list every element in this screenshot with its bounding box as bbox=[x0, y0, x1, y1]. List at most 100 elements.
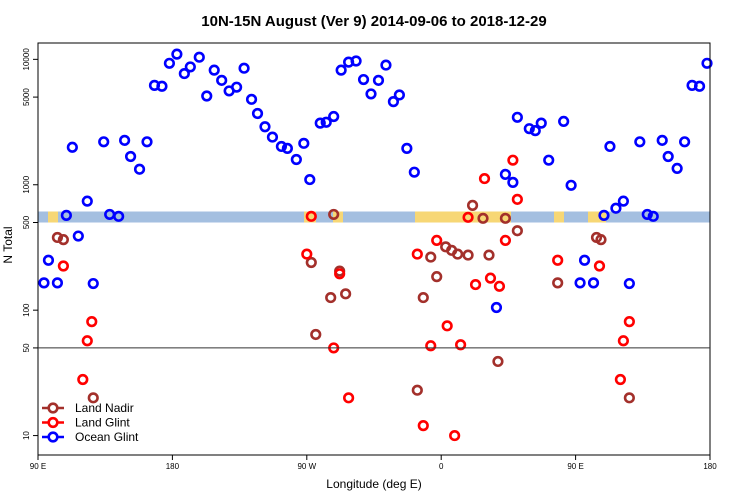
x-tick-label: 90 E bbox=[567, 462, 583, 471]
point bbox=[98, 136, 110, 148]
point bbox=[529, 125, 541, 137]
point bbox=[462, 211, 474, 223]
band-ocean bbox=[38, 211, 710, 223]
point bbox=[574, 277, 586, 289]
point bbox=[119, 134, 131, 146]
point bbox=[259, 121, 271, 133]
point bbox=[335, 64, 347, 76]
point bbox=[113, 210, 125, 222]
point bbox=[484, 272, 497, 284]
point bbox=[598, 209, 610, 221]
y-tick-label: 5000 bbox=[22, 88, 31, 106]
point bbox=[543, 154, 555, 166]
point bbox=[578, 254, 591, 266]
x-tick-label: 180 bbox=[703, 462, 717, 471]
legend-symbol bbox=[47, 402, 59, 414]
point bbox=[499, 234, 512, 246]
point bbox=[647, 210, 659, 222]
point bbox=[310, 328, 322, 341]
point bbox=[387, 96, 400, 108]
point bbox=[552, 254, 564, 266]
point bbox=[245, 93, 258, 105]
x-tick-label: 90 E bbox=[30, 462, 46, 471]
point bbox=[87, 277, 99, 290]
point bbox=[466, 199, 479, 211]
point bbox=[431, 271, 443, 283]
point bbox=[634, 136, 646, 148]
y-tick-label: 10000 bbox=[22, 48, 31, 71]
point bbox=[77, 373, 89, 386]
point bbox=[701, 57, 713, 69]
point bbox=[477, 212, 489, 224]
point bbox=[552, 277, 564, 289]
point bbox=[51, 231, 64, 244]
point bbox=[490, 301, 503, 314]
point bbox=[328, 208, 340, 221]
point bbox=[208, 64, 220, 76]
point bbox=[86, 316, 98, 328]
point bbox=[656, 134, 668, 146]
point bbox=[334, 268, 346, 280]
point bbox=[193, 51, 205, 63]
point bbox=[201, 90, 213, 102]
point bbox=[133, 163, 146, 175]
point bbox=[251, 107, 264, 120]
point bbox=[478, 172, 491, 185]
point bbox=[511, 193, 523, 205]
point bbox=[671, 162, 683, 175]
point bbox=[483, 249, 495, 261]
point bbox=[617, 335, 629, 347]
point bbox=[617, 195, 629, 207]
point bbox=[357, 73, 370, 86]
point bbox=[499, 168, 512, 180]
band-land bbox=[48, 211, 58, 223]
point bbox=[408, 166, 420, 178]
band-land bbox=[304, 211, 316, 223]
point bbox=[42, 254, 55, 266]
x-tick-label: 180 bbox=[166, 462, 180, 471]
point bbox=[380, 59, 392, 71]
point bbox=[449, 429, 461, 442]
point bbox=[305, 256, 317, 269]
y-tick-label: 10 bbox=[22, 431, 31, 440]
point bbox=[623, 316, 635, 328]
point bbox=[266, 131, 279, 143]
point bbox=[411, 384, 423, 396]
y-tick-label: 1000 bbox=[22, 175, 31, 193]
point bbox=[462, 249, 474, 261]
y-tick-label: 500 bbox=[22, 215, 31, 229]
point bbox=[693, 80, 706, 92]
point bbox=[141, 136, 153, 148]
plot-frame bbox=[37, 42, 711, 456]
point bbox=[565, 179, 577, 191]
chart-title: 10N-15N August (Ver 9) 2014-09-06 to 201… bbox=[201, 13, 546, 30]
point bbox=[51, 277, 64, 289]
legend-label: Land Glint bbox=[75, 416, 130, 430]
point bbox=[662, 150, 674, 163]
y-axis-label: N Total bbox=[1, 226, 15, 263]
point bbox=[81, 195, 93, 207]
point bbox=[679, 136, 691, 148]
point bbox=[558, 115, 570, 128]
point bbox=[66, 141, 78, 153]
point bbox=[372, 74, 385, 86]
point bbox=[305, 210, 317, 222]
x-axis-label: Longitude (deg E) bbox=[326, 477, 421, 491]
band-land bbox=[588, 211, 606, 223]
point bbox=[523, 123, 535, 135]
point bbox=[87, 392, 99, 404]
point bbox=[610, 202, 622, 214]
legend-symbol bbox=[47, 416, 59, 429]
point bbox=[393, 89, 405, 101]
point bbox=[163, 57, 176, 69]
legend-label: Ocean Glint bbox=[75, 430, 139, 444]
point bbox=[275, 140, 288, 153]
band-land bbox=[554, 211, 564, 223]
point bbox=[304, 173, 316, 186]
point bbox=[184, 61, 196, 73]
point bbox=[469, 278, 482, 291]
point bbox=[340, 288, 352, 300]
point bbox=[641, 208, 653, 221]
point bbox=[401, 142, 413, 154]
